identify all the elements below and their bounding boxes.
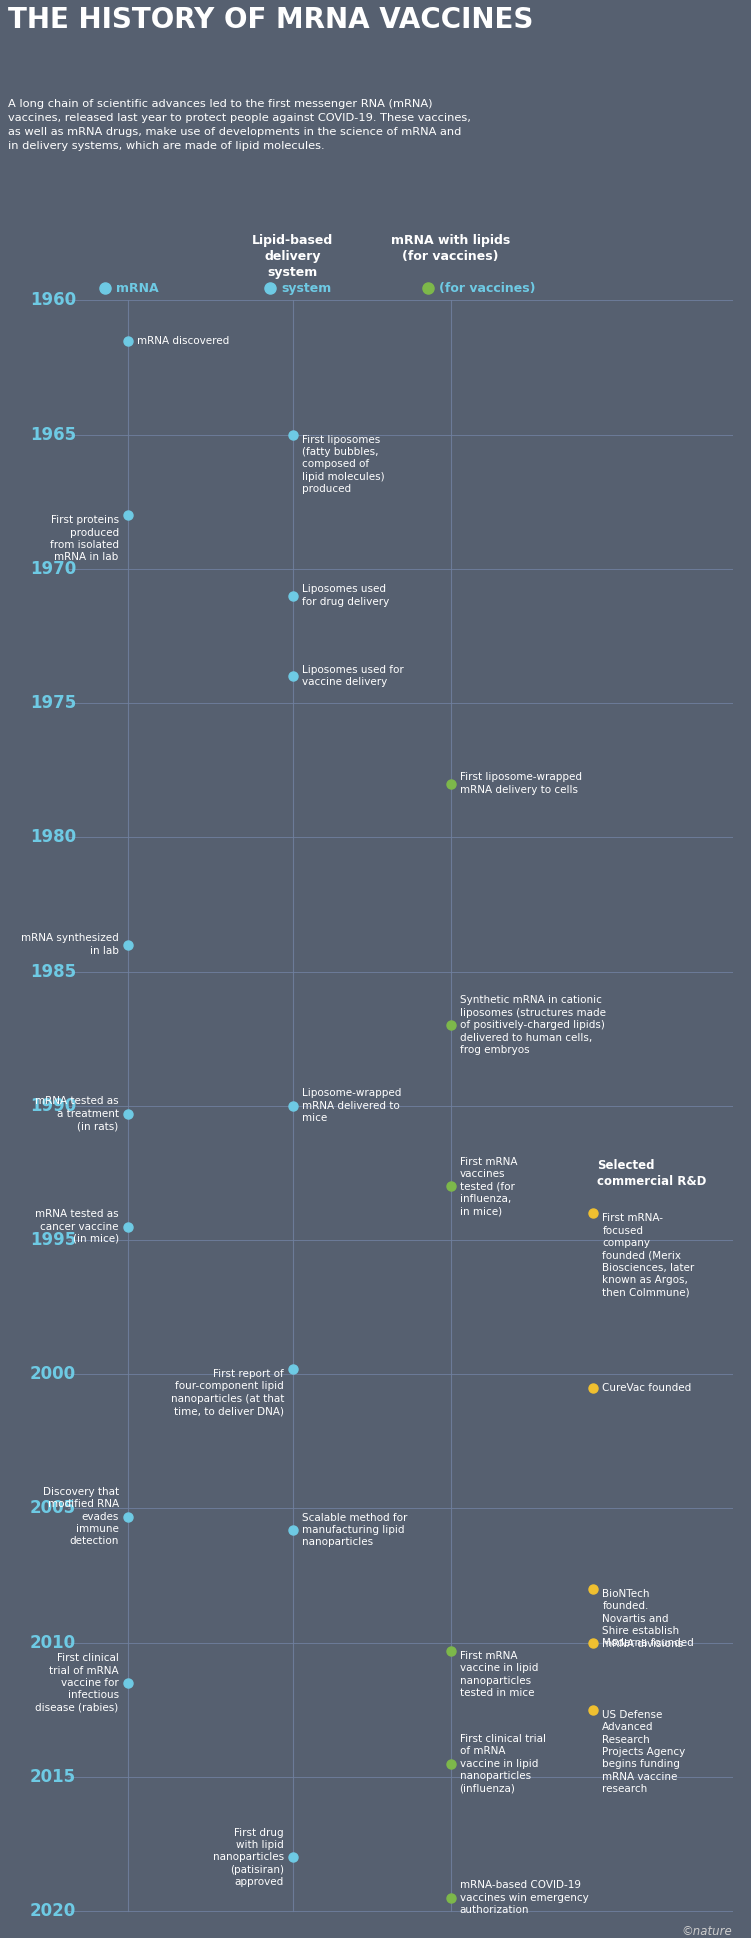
Text: mRNA tested as
a treatment
(in rats): mRNA tested as a treatment (in rats) bbox=[35, 1097, 119, 1132]
Text: mRNA synthesized
in lab: mRNA synthesized in lab bbox=[21, 934, 119, 955]
Text: First drug
with lipid
nanoparticles
(patisiran)
approved: First drug with lipid nanoparticles (pat… bbox=[213, 1828, 284, 1888]
Text: Liposomes used
for drug delivery: Liposomes used for drug delivery bbox=[302, 585, 389, 607]
Text: A long chain of scientific advances led to the first messenger RNA (mRNA)
vaccin: A long chain of scientific advances led … bbox=[8, 99, 470, 151]
Text: First clinical
trial of mRNA
vaccine for
infectious
disease (rabies): First clinical trial of mRNA vaccine for… bbox=[35, 1653, 119, 1713]
Text: 1975: 1975 bbox=[30, 694, 77, 711]
Text: First clinical trial
of mRNA
vaccine in lipid
nanoparticles
(influenza): First clinical trial of mRNA vaccine in … bbox=[460, 1735, 546, 1793]
Text: 2010: 2010 bbox=[30, 1634, 76, 1651]
Text: mRNA: mRNA bbox=[116, 281, 159, 295]
Text: First liposome-wrapped
mRNA delivery to cells: First liposome-wrapped mRNA delivery to … bbox=[460, 773, 581, 795]
Text: 1985: 1985 bbox=[30, 963, 76, 981]
Text: 2000: 2000 bbox=[30, 1364, 76, 1384]
Text: 1960: 1960 bbox=[30, 291, 76, 310]
Text: US Defense
Advanced
Research
Projects Agency
begins funding
mRNA vaccine
researc: US Defense Advanced Research Projects Ag… bbox=[602, 1709, 686, 1795]
Text: system: system bbox=[282, 281, 332, 295]
Text: mRNA discovered: mRNA discovered bbox=[137, 335, 229, 345]
Text: CureVac founded: CureVac founded bbox=[602, 1382, 692, 1393]
Text: (for vaccines): (for vaccines) bbox=[439, 281, 535, 295]
Text: Synthetic mRNA in cationic
liposomes (structures made
of positively-charged lipi: Synthetic mRNA in cationic liposomes (st… bbox=[460, 996, 605, 1054]
Text: First mRNA
vaccine in lipid
nanoparticles
tested in mice: First mRNA vaccine in lipid nanoparticle… bbox=[460, 1651, 538, 1698]
Text: First proteins
produced
from isolated
mRNA in lab: First proteins produced from isolated mR… bbox=[50, 516, 119, 562]
Text: Liposomes used for
vaccine delivery: Liposomes used for vaccine delivery bbox=[302, 665, 403, 688]
Text: Moderna founded: Moderna founded bbox=[602, 1638, 694, 1647]
Text: First report of
four-component lipid
nanoparticles (at that
time, to deliver DNA: First report of four-component lipid nan… bbox=[170, 1368, 284, 1417]
Text: 1990: 1990 bbox=[30, 1097, 77, 1114]
Text: ©nature: ©nature bbox=[681, 1924, 732, 1938]
Text: mRNA tested as
cancer vaccine
(in mice): mRNA tested as cancer vaccine (in mice) bbox=[35, 1209, 119, 1244]
Text: 2020: 2020 bbox=[30, 1903, 77, 1921]
Text: First liposomes
(fatty bubbles,
composed of
lipid molecules)
produced: First liposomes (fatty bubbles, composed… bbox=[302, 434, 385, 494]
Text: THE HISTORY OF MRNA VACCINES: THE HISTORY OF MRNA VACCINES bbox=[8, 6, 533, 35]
Text: Discovery that
modified RNA
evades
immune
detection: Discovery that modified RNA evades immun… bbox=[43, 1486, 119, 1547]
Text: 1970: 1970 bbox=[30, 560, 77, 578]
Text: Scalable method for
manufacturing lipid
nanoparticles: Scalable method for manufacturing lipid … bbox=[302, 1512, 407, 1547]
Text: 1980: 1980 bbox=[30, 828, 76, 847]
Text: 2015: 2015 bbox=[30, 1767, 76, 1787]
Text: Liposome-wrapped
mRNA delivered to
mice: Liposome-wrapped mRNA delivered to mice bbox=[302, 1089, 401, 1124]
Text: BioNTech
founded.
Novartis and
Shire establish
mRNA divisions: BioNTech founded. Novartis and Shire est… bbox=[602, 1589, 683, 1649]
Text: First mRNA
vaccines
tested (for
influenza,
in mice): First mRNA vaccines tested (for influenz… bbox=[460, 1157, 517, 1217]
Text: Lipid-based
delivery
system: Lipid-based delivery system bbox=[252, 234, 333, 279]
Text: First mRNA-
focused
company
founded (Merix
Biosciences, later
known as Argos,
th: First mRNA- focused company founded (Mer… bbox=[602, 1213, 695, 1298]
Text: 1995: 1995 bbox=[30, 1231, 77, 1248]
Text: mRNA with lipids
(for vaccines): mRNA with lipids (for vaccines) bbox=[391, 234, 510, 264]
Text: 2005: 2005 bbox=[30, 1500, 76, 1517]
Text: Selected
commercial R&D: Selected commercial R&D bbox=[597, 1159, 707, 1188]
Text: mRNA-based COVID-19
vaccines win emergency
authorization: mRNA-based COVID-19 vaccines win emergen… bbox=[460, 1880, 588, 1915]
Text: 1965: 1965 bbox=[30, 426, 76, 444]
